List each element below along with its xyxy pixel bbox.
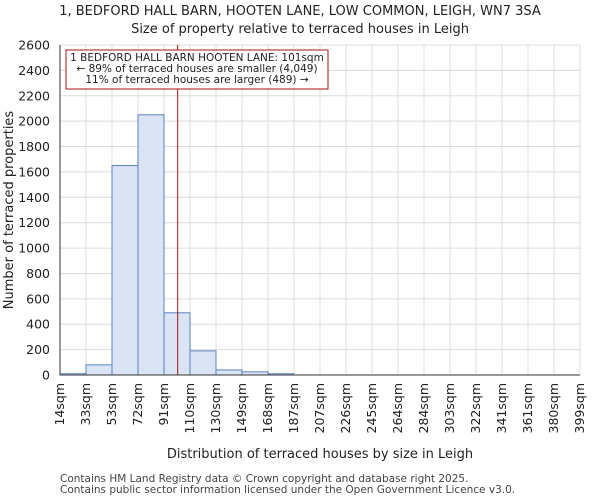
- bars: [59, 114, 295, 376]
- annotation-line-3: 11% of terraced houses are larger (489) …: [85, 74, 308, 86]
- y-tick-0: 0: [42, 368, 50, 383]
- y-tick-2400: 2400: [18, 63, 50, 78]
- x-tick-303sqm: 303sqm: [442, 383, 457, 433]
- x-tick-399sqm: 399sqm: [572, 383, 587, 433]
- y-tick-1400: 1400: [18, 190, 50, 205]
- y-tick-1600: 1600: [18, 164, 50, 179]
- y-tick-2000: 2000: [18, 114, 50, 129]
- x-tick-245sqm: 245sqm: [364, 383, 379, 433]
- x-tick-207sqm: 207sqm: [312, 383, 327, 433]
- annotation-line-1: 1 BEDFORD HALL BARN HOOTEN LANE: 101sqm: [70, 52, 324, 64]
- bar-91sqm: [163, 312, 191, 376]
- bar-53sqm: [111, 165, 139, 376]
- x-tick-187sqm: 187sqm: [286, 383, 301, 433]
- bar-72sqm: [137, 114, 165, 376]
- x-axis-label: Distribution of terraced houses by size …: [167, 447, 473, 462]
- y-tick-400: 400: [26, 317, 50, 332]
- x-tick-110sqm: 110sqm: [182, 383, 197, 433]
- chart-title: 1, BEDFORD HALL BARN, HOOTEN LANE, LOW C…: [59, 4, 541, 19]
- x-tick-33sqm: 33sqm: [78, 383, 93, 426]
- footer-line-2: Contains public sector information licen…: [60, 484, 516, 496]
- y-tick-600: 600: [26, 291, 50, 306]
- x-tick-284sqm: 284sqm: [416, 383, 431, 433]
- y-tick-1000: 1000: [18, 241, 50, 256]
- annotation-border: [65, 49, 329, 90]
- chart-subtitle: Size of property relative to terraced ho…: [131, 22, 469, 37]
- y-axis-label: Number of terraced properties: [2, 111, 17, 310]
- x-tick-149sqm: 149sqm: [234, 383, 249, 433]
- x-tick-322sqm: 322sqm: [468, 383, 483, 433]
- x-tick-91sqm: 91sqm: [156, 383, 171, 426]
- x-tick-264sqm: 264sqm: [390, 383, 405, 433]
- x-tick-341sqm: 341sqm: [494, 383, 509, 433]
- y-tick-2600: 2600: [18, 38, 50, 53]
- x-tick-361sqm: 361sqm: [520, 383, 535, 433]
- y-tick-1200: 1200: [18, 215, 50, 230]
- x-tick-53sqm: 53sqm: [104, 383, 119, 426]
- y-tick-800: 800: [26, 266, 50, 281]
- histogram-chart: 0 200 400 600 800 1000 1200 1400 1600 1800 2000 220…: [2, 38, 587, 463]
- y-tick-200: 200: [26, 342, 50, 357]
- annotation-box: 1 BEDFORD HALL BARN HOOTEN LANE: 101sqm …: [65, 49, 329, 90]
- footer-line-1: Contains HM Land Registry data © Crown c…: [60, 473, 469, 485]
- bar-130sqm: [215, 369, 243, 376]
- annotation-line-2: ← 89% of terraced houses are smaller (4,…: [76, 63, 317, 75]
- axes: [59, 45, 580, 376]
- y-tick-2200: 2200: [18, 88, 50, 103]
- bar-110sqm: [189, 350, 217, 376]
- y-tick-1800: 1800: [18, 139, 50, 154]
- x-tick-130sqm: 130sqm: [208, 383, 223, 433]
- x-tick-380sqm: 380sqm: [546, 383, 561, 433]
- x-tick-72sqm: 72sqm: [130, 383, 145, 426]
- y-tick-labels: 0 200 400 600 800 1000 1200 1400 1600 1800 2000 220…: [18, 38, 50, 383]
- x-tick-14sqm: 14sqm: [52, 383, 67, 426]
- bar-33sqm: [85, 364, 113, 376]
- x-tick-226sqm: 226sqm: [338, 383, 353, 433]
- x-tick-168sqm: 168sqm: [260, 383, 275, 433]
- x-tick-labels: 14sqm 33sqm 53sqm 72sqm 91sqm 110sqm 130sqm 149…: [52, 383, 587, 433]
